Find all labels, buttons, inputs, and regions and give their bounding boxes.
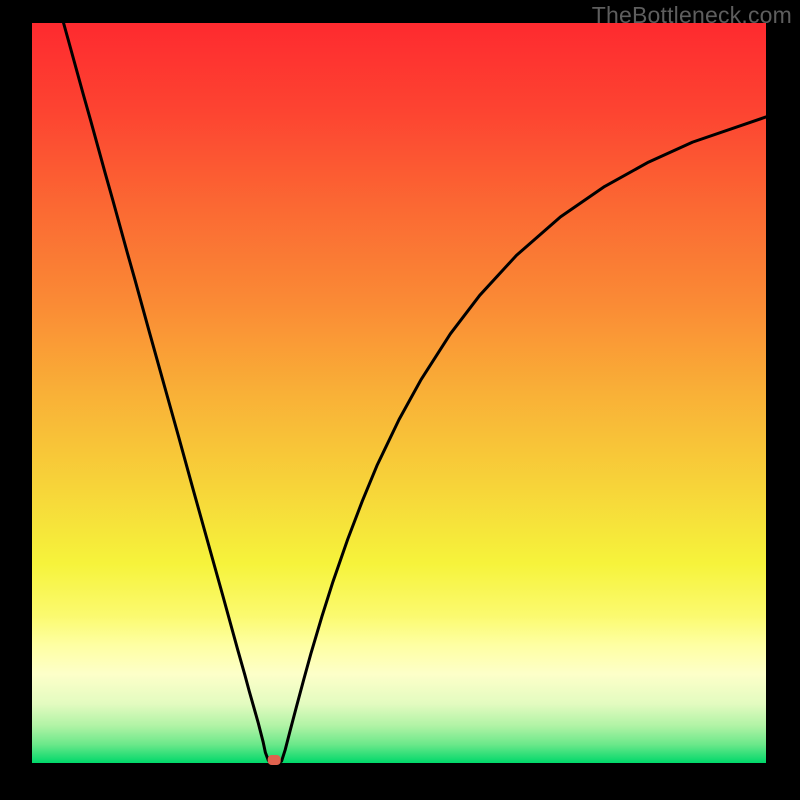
- optimal-point-marker: [268, 755, 281, 765]
- chart-stage: TheBottleneck.com: [0, 0, 800, 800]
- watermark-text: TheBottleneck.com: [592, 2, 792, 29]
- plot-gradient: [32, 23, 766, 763]
- bottleneck-chart: [0, 0, 800, 800]
